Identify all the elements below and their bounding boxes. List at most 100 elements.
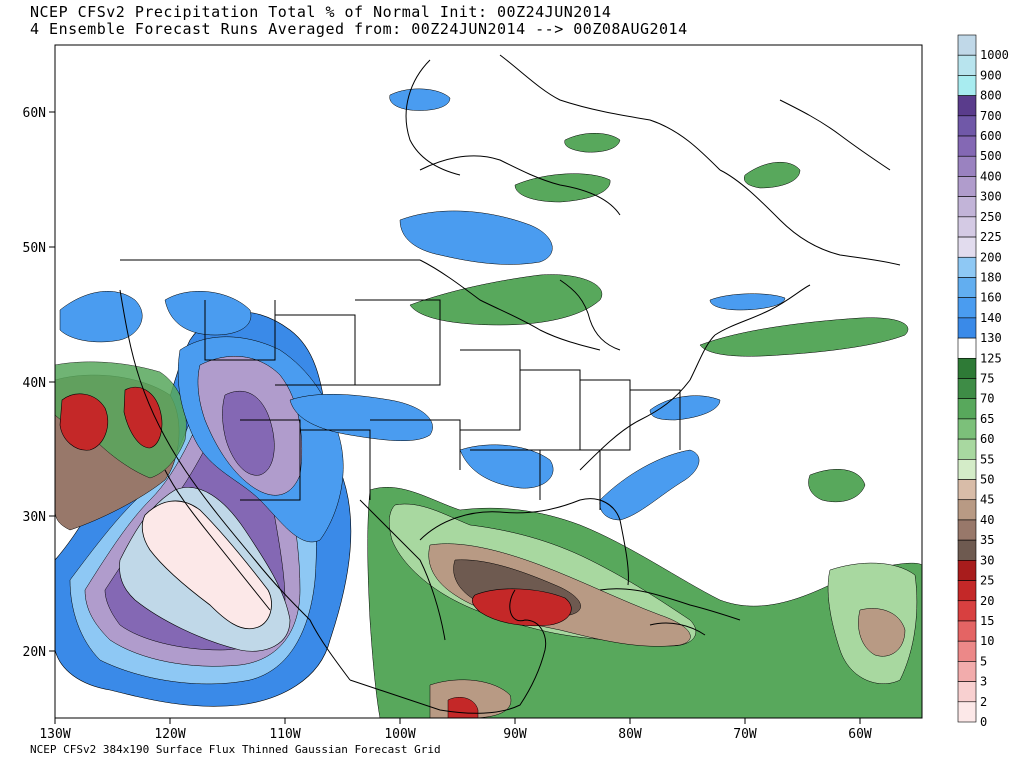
lon-label: 120W [154,727,185,742]
colorbar-swatch [957,155,977,177]
atlantic-wet-blue [709,293,786,311]
map-field [55,45,922,718]
lat-label: 50N [23,241,46,256]
lon-label: 130W [39,727,70,742]
lon-label: 90W [503,727,527,742]
california-dry-red [59,393,109,451]
colorbar-label: 1000 [980,48,1009,62]
canada-dry-green [514,173,611,203]
colorbar-swatch [957,580,977,602]
colorbar-swatch [957,479,977,501]
colorbar-label: 180 [980,270,1002,284]
colorbar-label: 75 [980,372,994,386]
lon-label: 60W [848,727,872,742]
colorbar-label: 130 [980,331,1002,345]
colorbar-swatch [957,277,977,298]
atlantic-dry-green [808,469,866,503]
colorbar-swatch [957,54,977,76]
colorbar-swatch [957,317,977,339]
colorbar-swatch [957,560,977,581]
lon-label: 110W [269,727,300,742]
colorbar-label: 140 [980,311,1002,325]
hudson-wet-blue [389,88,451,111]
canada-wet-blue [399,210,553,265]
baja-dry-pink [141,500,272,630]
colorbar-swatch [957,115,977,137]
colorbar-swatch [957,216,977,238]
colorbar-swatch [957,620,977,642]
colorbar-label: 600 [980,129,1002,143]
lat-label: 60N [23,106,46,121]
colorbar-swatch [957,297,977,319]
map-subtitle: 4 Ensemble Forecast Runs Averaged from: … [30,20,688,38]
colorbar-label: 20 [980,594,994,608]
colorbar-swatch [957,600,977,622]
colorbar-swatch [957,176,977,197]
colorbar-label: 900 [980,68,1002,82]
colorbar-label: 160 [980,291,1002,305]
colorbar-label: 3 [980,675,987,689]
colorbar-swatch [957,34,977,56]
colorbar-swatch [957,75,977,96]
northeast-dry-green [699,317,909,357]
colorbar-label: 25 [980,574,994,588]
baffin-dry-green [564,133,621,153]
colorbar-label: 2 [980,695,987,709]
colorbar-swatch [957,398,977,420]
southeast-wet-blue [599,449,700,521]
colorbar-label: 35 [980,533,994,547]
colorbar-label: 10 [980,634,994,648]
colorbar-swatch [957,337,977,359]
lon-label: 80W [618,727,642,742]
colorbar-swatch [957,661,977,682]
colorbar-label: 0 [980,715,987,729]
colorbar-swatch [957,640,977,662]
colorbar-label: 65 [980,412,994,426]
map-title: NCEP CFSv2 Precipitation Total % of Norm… [30,3,612,21]
northeast-wet-blue [649,395,721,421]
colorbar-swatch [957,236,977,258]
colorbar-swatch [957,499,977,521]
colorbar-swatch [957,681,977,703]
colorbar-label: 300 [980,190,1002,204]
colorbar-label: 5 [980,654,987,668]
coastlines [119,54,901,714]
colorbar-swatch [957,438,977,460]
colorbar-swatch [957,418,977,440]
caribbean-dry-brown [858,608,906,657]
colorbar: 1000900800700600500400300250225200180160… [957,34,1009,729]
colorbar-label: 125 [980,351,1002,365]
colorbar-label: 500 [980,149,1002,163]
colorbar-swatch [957,519,977,541]
colorbar-label: 30 [980,553,994,567]
colorbar-swatch [957,196,977,218]
colorbar-label: 60 [980,432,994,446]
lon-label: 70W [733,727,757,742]
colorbar-label: 225 [980,230,1002,244]
colorbar-label: 800 [980,89,1002,103]
lat-label: 30N [23,510,46,525]
colorbar-label: 70 [980,392,994,406]
colorbar-swatch [957,378,977,400]
colorbar-label: 40 [980,513,994,527]
colorbar-swatch [957,701,977,723]
colorbar-swatch [957,135,977,157]
footer-caption: NCEP CFSv2 384x190 Surface Flux Thinned … [30,743,441,756]
pnw-wet-blue [59,291,143,343]
labrador-dry-green [744,161,801,189]
colorbar-label: 15 [980,614,994,628]
colorbar-label: 250 [980,210,1002,224]
gulf-dry-red [471,588,572,627]
colorbar-label: 50 [980,473,994,487]
lat-axis: 60N 50N 40N 30N 20N [23,106,55,660]
colorbar-swatch [957,539,977,561]
colorbar-swatch [957,256,977,278]
greatlakes-dry-green [409,274,603,326]
south-wet-blue [459,444,554,489]
lat-label: 20N [23,645,46,660]
southwest-wet-darkpurple [222,390,275,476]
colorbar-label: 400 [980,169,1002,183]
lat-label: 40N [23,376,46,391]
colorbar-swatch [957,459,977,480]
